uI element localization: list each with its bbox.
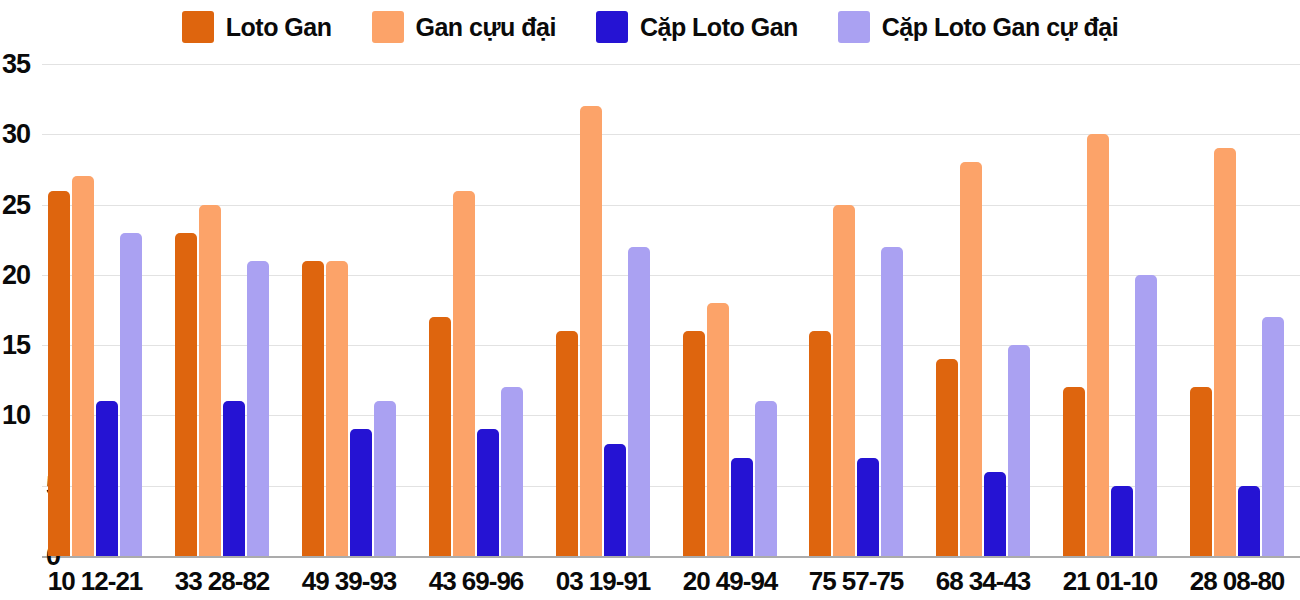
legend-item-2[interactable]: Gan cựu đại: [372, 11, 556, 43]
bar-series-3-group-2: [223, 401, 245, 556]
legend-label: Cặp Loto Gan cự đại: [882, 13, 1118, 42]
y-axis-tick-label: 10: [2, 399, 30, 431]
bar-series-3-group-3: [350, 429, 372, 556]
x-axis-category-label: 28 08-80: [1167, 566, 1300, 597]
bar-series-3-group-7: [857, 458, 879, 556]
y-axis-tick-label: 20: [2, 259, 30, 291]
x-axis-category-label: 75 57-75: [786, 566, 926, 597]
bar-series-3-group-10: [1238, 486, 1260, 556]
x-axis-category-label: 21 01-10: [1040, 566, 1180, 597]
legend-swatch-icon: [838, 11, 870, 43]
bar-series-4-group-5: [628, 247, 650, 556]
x-axis-category-label: 03 19-91: [533, 566, 673, 597]
legend-item-4[interactable]: Cặp Loto Gan cự đại: [838, 11, 1118, 43]
x-axis-category-label: 33 28-82: [152, 566, 292, 597]
bar-series-1-group-10: [1190, 387, 1212, 556]
y-axis-tick-label: 15: [2, 329, 30, 361]
bar-series-4-group-6: [755, 401, 777, 556]
bar-series-4-group-7: [881, 247, 903, 556]
bar-series-4-group-9: [1135, 275, 1157, 556]
bar-series-1-group-9: [1063, 387, 1085, 556]
x-axis-category-label: 49 39-93: [279, 566, 419, 597]
bar-series-2-group-2: [199, 205, 221, 556]
bar-series-2-group-6: [707, 303, 729, 556]
bar-series-2-group-8: [960, 162, 982, 556]
legend-label: Cặp Loto Gan: [640, 13, 798, 42]
bar-series-3-group-9: [1111, 486, 1133, 556]
legend-swatch-icon: [182, 11, 214, 43]
bar-series-3-group-1: [96, 401, 118, 556]
grouped-bar-chart: Loto Gan Gan cựu đại Cặp Loto Gan Cặp Loto …: [0, 0, 1300, 600]
bar-series-1-group-4: [429, 317, 451, 556]
bar-series-2-group-3: [326, 261, 348, 556]
bar-series-2-group-9: [1087, 134, 1109, 556]
legend-label: Loto Gan: [226, 13, 332, 42]
bar-series-4-group-3: [374, 401, 396, 556]
bar-series-2-group-5: [580, 106, 602, 556]
bar-series-1-group-7: [809, 331, 831, 556]
bar-series-1-group-5: [556, 331, 578, 556]
legend-item-1[interactable]: Loto Gan: [182, 11, 332, 43]
y-axis-tick-label: 35: [2, 48, 30, 80]
gridline: [42, 134, 1300, 135]
x-axis-category-label: 20 49-94: [660, 566, 800, 597]
bar-series-1-group-8: [936, 359, 958, 556]
bar-series-4-group-4: [501, 387, 523, 556]
x-axis-category-label: 43 69-96: [406, 566, 546, 597]
bar-series-1-group-1: [48, 191, 70, 556]
chart-legend: Loto Gan Gan cựu đại Cặp Loto Gan Cặp Loto …: [0, 8, 1300, 46]
gridline: [42, 64, 1300, 65]
bar-series-2-group-7: [833, 205, 855, 556]
gridline: [42, 345, 1300, 346]
x-axis-category-label: 10 12-21: [25, 566, 165, 597]
bar-series-4-group-10: [1262, 317, 1284, 556]
gridline: [42, 275, 1300, 276]
gridline: [42, 205, 1300, 206]
legend-swatch-icon: [596, 11, 628, 43]
bar-series-4-group-2: [247, 261, 269, 556]
legend-item-3[interactable]: Cặp Loto Gan: [596, 11, 798, 43]
x-axis-line: [42, 556, 1300, 558]
bar-series-3-group-6: [731, 458, 753, 556]
bar-series-1-group-6: [683, 331, 705, 556]
bar-series-2-group-1: [72, 176, 94, 556]
legend-label: Gan cựu đại: [416, 13, 556, 42]
bar-series-1-group-3: [302, 261, 324, 556]
y-axis-tick-label: 25: [2, 189, 30, 221]
bar-series-4-group-8: [1008, 345, 1030, 556]
bar-series-4-group-1: [120, 233, 142, 556]
bar-series-2-group-4: [453, 191, 475, 556]
bar-series-1-group-2: [175, 233, 197, 556]
legend-swatch-icon: [372, 11, 404, 43]
x-axis-category-label: 68 34-43: [913, 566, 1053, 597]
bar-series-3-group-4: [477, 429, 499, 556]
bar-series-2-group-10: [1214, 148, 1236, 556]
bar-series-3-group-8: [984, 472, 1006, 556]
y-axis-tick-label: 30: [2, 118, 30, 150]
bar-series-3-group-5: [604, 444, 626, 556]
